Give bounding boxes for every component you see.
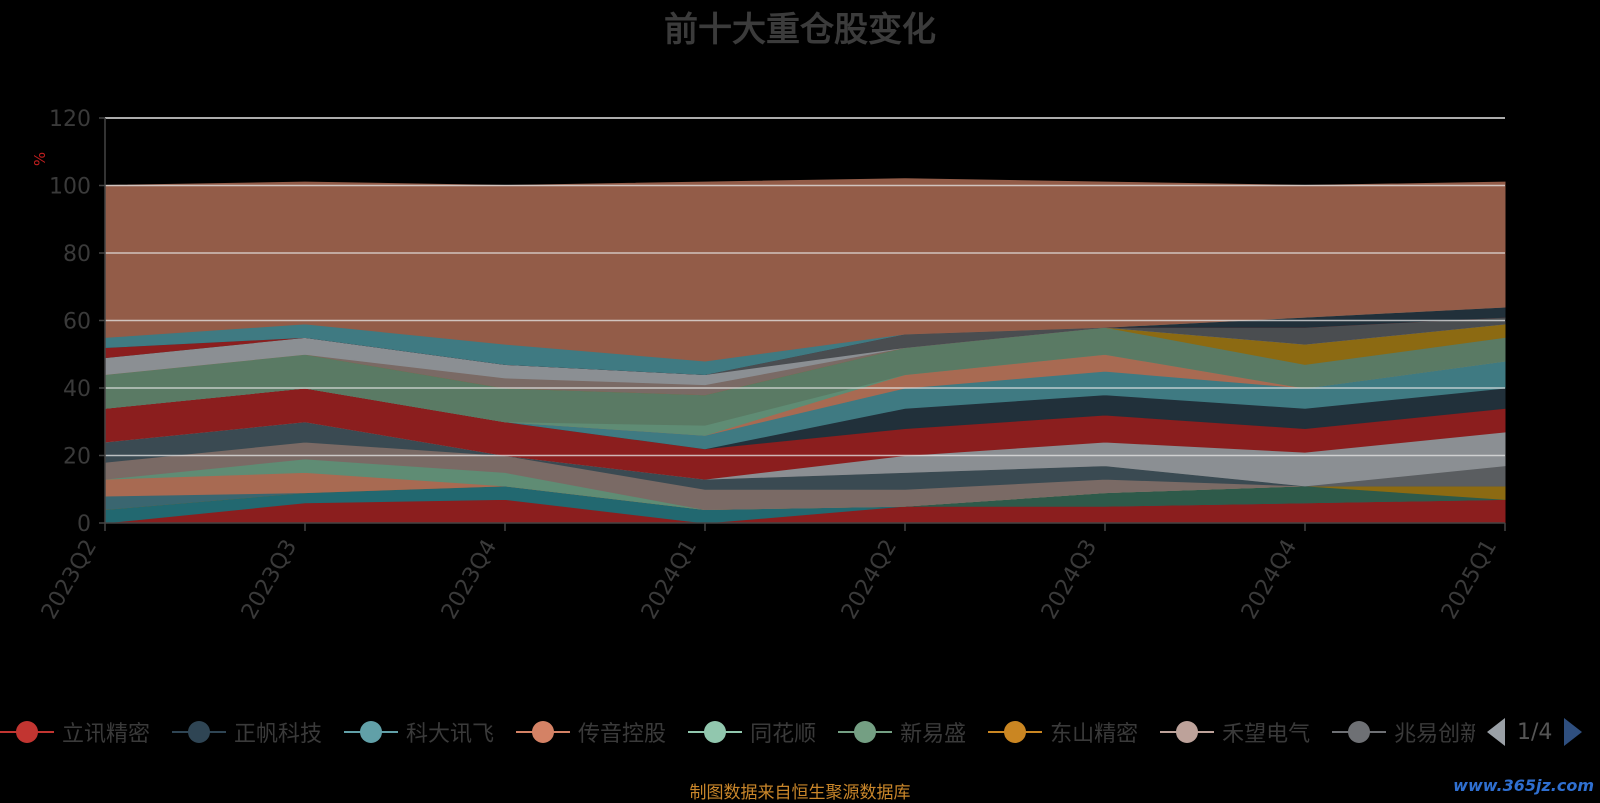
legend-marker-icon xyxy=(838,720,893,744)
x-tick-label: 2024Q3 xyxy=(1037,536,1102,624)
legend-item[interactable]: 传音控股 xyxy=(516,714,666,750)
legend-marker-icon xyxy=(1332,720,1387,744)
legend-label: 科大讯飞 xyxy=(406,722,495,747)
legend-pager: 1/4 xyxy=(1487,718,1583,746)
legend-page-indicator: 1/4 xyxy=(1517,719,1553,745)
chart-title: 前十大重仓股变化 xyxy=(664,10,936,50)
legend-item[interactable]: 正帆科技 xyxy=(172,714,322,750)
legend-label: 东山精密 xyxy=(1050,722,1139,747)
y-tick-label: 60 xyxy=(63,310,91,335)
legend-next-arrow-icon[interactable] xyxy=(1564,718,1583,746)
legend-marker-icon xyxy=(344,720,399,744)
y-tick-label: 80 xyxy=(63,242,91,267)
x-tick-label: 2025Q1 xyxy=(1437,536,1502,624)
legend-item[interactable]: 东山精密 xyxy=(988,714,1138,750)
legend-label: 禾望电气 xyxy=(1222,722,1311,747)
legend-marker-icon xyxy=(688,720,743,744)
legend-marker-icon xyxy=(1160,720,1215,744)
y-tick-label: 40 xyxy=(63,377,91,402)
legend-marker-icon xyxy=(172,720,227,744)
legend-marker-icon xyxy=(516,720,571,744)
x-tick-label: 2023Q3 xyxy=(237,536,302,624)
legend-item[interactable]: 禾望电气 xyxy=(1160,714,1310,750)
legend-marker-icon xyxy=(0,720,54,744)
legend-label: 正帆科技 xyxy=(234,722,323,747)
x-tick-label: 2024Q1 xyxy=(637,536,702,624)
x-tick-label: 2024Q2 xyxy=(837,536,902,624)
legend-item[interactable]: 新易盛 xyxy=(838,714,966,750)
area-band xyxy=(104,178,1506,362)
legend-label: 同花顺 xyxy=(750,722,817,747)
y-axis-unit-label: % xyxy=(31,151,50,167)
y-tick-label: 100 xyxy=(49,175,91,200)
y-tick-label: 0 xyxy=(77,512,91,537)
legend-label: 传音控股 xyxy=(578,722,667,747)
legend-label: 兆易创新 xyxy=(1394,722,1475,747)
x-tick-label: 2023Q2 xyxy=(37,536,102,624)
legend-item[interactable]: 兆易创新 xyxy=(1332,714,1475,750)
y-tick-label: 120 xyxy=(49,107,91,132)
data-source-note: 制图数据来自恒生聚源数据库 xyxy=(689,783,911,803)
legend-label: 立讯精密 xyxy=(62,722,151,747)
watermark: www.365jz.com xyxy=(1453,776,1594,795)
legend-item[interactable]: 立讯精密 xyxy=(0,714,150,750)
legend-marker-icon xyxy=(988,720,1043,744)
legend-item[interactable]: 科大讯飞 xyxy=(344,714,494,750)
legend-item[interactable]: 同花顺 xyxy=(688,714,816,750)
y-tick-label: 20 xyxy=(63,445,91,470)
legend-label: 新易盛 xyxy=(900,722,967,747)
x-tick-label: 2023Q4 xyxy=(437,536,502,624)
legend: 立讯精密 正帆科技 科大讯飞 传音控股 同花顺 新易盛 东山精密 禾望电气 兆易创新 xyxy=(0,714,1475,750)
legend-prev-arrow-icon[interactable] xyxy=(1487,718,1505,746)
x-tick-label: 2024Q4 xyxy=(1237,536,1302,624)
